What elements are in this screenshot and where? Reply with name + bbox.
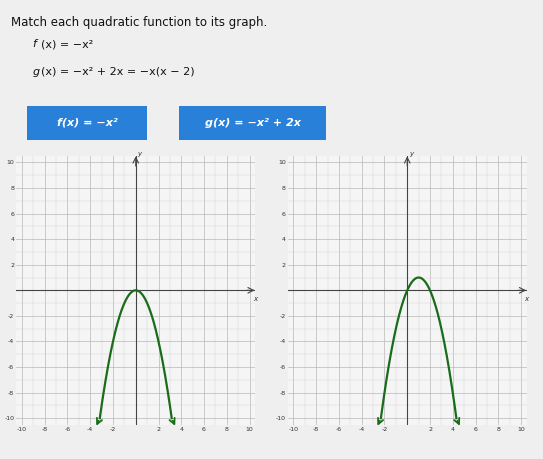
Text: Match each quadratic function to its graph.: Match each quadratic function to its gra… bbox=[11, 16, 267, 29]
Text: f(x) = −x²: f(x) = −x² bbox=[56, 118, 117, 128]
Text: x: x bbox=[253, 296, 257, 302]
Text: g: g bbox=[33, 67, 40, 77]
Text: y: y bbox=[138, 151, 142, 157]
Text: x: x bbox=[525, 296, 529, 302]
Text: f: f bbox=[33, 39, 36, 49]
Text: g(x) = −x² + 2x: g(x) = −x² + 2x bbox=[205, 118, 300, 128]
Text: (x) = −x² + 2x = −x(x − 2): (x) = −x² + 2x = −x(x − 2) bbox=[41, 67, 194, 77]
Text: (x) = −x²: (x) = −x² bbox=[41, 39, 93, 49]
Text: y: y bbox=[409, 151, 413, 157]
